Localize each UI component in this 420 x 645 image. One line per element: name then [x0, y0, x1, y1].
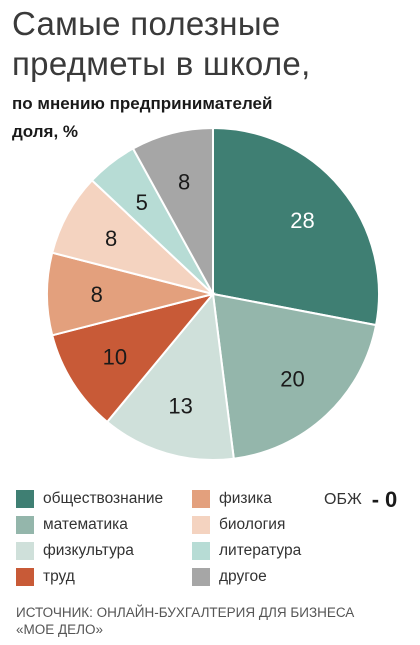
legend-swatch [16, 490, 34, 508]
source-line-2: «МОЕ ДЕЛО» [16, 622, 104, 637]
legend-label: физика [219, 490, 272, 507]
chart-title-line-2: предметы в школе, [12, 45, 311, 82]
pie-slice-value-label: 20 [280, 367, 304, 392]
legend-item: физкультура [16, 540, 134, 562]
chart-title: Самые полезные предметы в школе, [12, 4, 412, 84]
legend-label: литература [219, 542, 302, 559]
obzh-label: ОБЖ [324, 491, 362, 508]
obzh-dash: - [371, 487, 380, 512]
legend-swatch [16, 516, 34, 534]
legend-label: биология [219, 516, 286, 533]
legend-item: другое [192, 566, 267, 588]
source-note: ИСТОЧНИК: ОНЛАЙН-БУХГАЛТЕРИЯ ДЛЯ БИЗНЕСА… [16, 604, 411, 638]
pie-slice-value-label: 10 [103, 344, 127, 369]
obzh-value: 0 [385, 487, 398, 512]
pie-slice-value-label: 28 [290, 208, 314, 233]
pie-slice-value-label: 8 [105, 226, 117, 251]
legend-swatch [192, 490, 210, 508]
chart-subtitle: по мнению предпринимателей [12, 94, 273, 113]
chart-legend: обществознание математика физкультура труд ф… [16, 488, 346, 592]
legend-item: труд [16, 566, 75, 588]
legend-swatch [192, 516, 210, 534]
legend-item: литература [192, 540, 301, 562]
legend-swatch [192, 542, 210, 560]
legend-item: биология [192, 514, 285, 536]
legend-swatch [16, 568, 34, 586]
legend-label: физкультура [43, 542, 134, 559]
legend-item: математика [16, 514, 128, 536]
legend-label: обществознание [43, 490, 164, 507]
legend-item: обществознание [16, 488, 163, 510]
pie-slice-value-label: 8 [178, 169, 190, 194]
chart-title-line-1: Самые полезные [12, 5, 281, 42]
legend-swatch [192, 568, 210, 586]
legend-label: математика [43, 516, 128, 533]
obzh-note: ОБЖ - 0 [324, 487, 398, 512]
pie-slice-value-label: 13 [168, 394, 192, 419]
source-line-1: ИСТОЧНИК: ОНЛАЙН-БУХГАЛТЕРИЯ ДЛЯ БИЗНЕСА [16, 605, 355, 620]
legend-item: физика [192, 488, 272, 510]
legend-swatch [16, 542, 34, 560]
legend-label: другое [219, 568, 267, 585]
pie-slice [105, 291, 235, 461]
chart-unit-label: доля, % [12, 122, 79, 141]
pie-slice [211, 292, 378, 460]
legend-label: труд [43, 568, 75, 585]
pie-slice [212, 126, 380, 327]
pie-slices [46, 126, 380, 461]
pie-slice-value-label: 8 [91, 282, 103, 307]
pie-slice [131, 126, 214, 295]
pie-slice-value-label: 5 [136, 190, 148, 215]
